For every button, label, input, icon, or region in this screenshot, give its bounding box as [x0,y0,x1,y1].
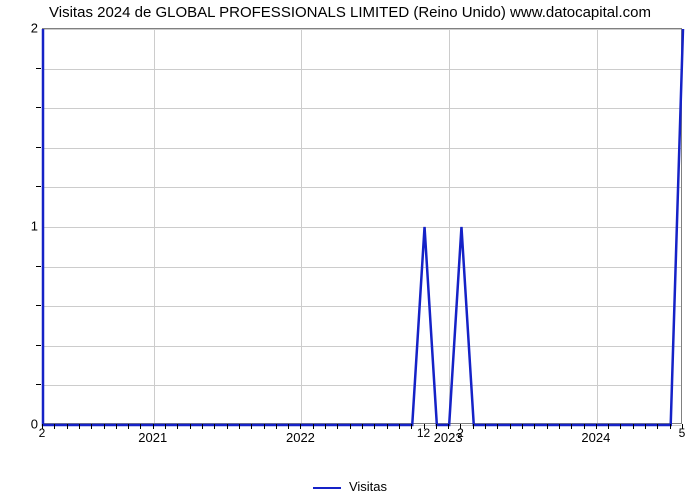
y-tick-label: 2 [18,21,38,36]
value-label: 5 [679,426,686,440]
value-label: 2 [457,426,464,440]
legend: Visitas [0,479,700,494]
plot-area [42,28,682,424]
x-tick-label: 2022 [286,430,315,445]
y-tick-label: 0 [18,417,38,432]
x-tick-label: 2024 [581,430,610,445]
value-label: 2 [39,426,46,440]
y-tick-label: 1 [18,219,38,234]
value-label: 12 [417,426,430,440]
legend-label: Visitas [349,479,387,494]
chart-container: { "chart": { "type": "line", "title": "V… [0,0,700,500]
legend-swatch [313,487,341,489]
x-tick-label: 2021 [138,430,167,445]
series-line [43,29,683,425]
chart-title: Visitas 2024 de GLOBAL PROFESSIONALS LIM… [0,4,700,21]
